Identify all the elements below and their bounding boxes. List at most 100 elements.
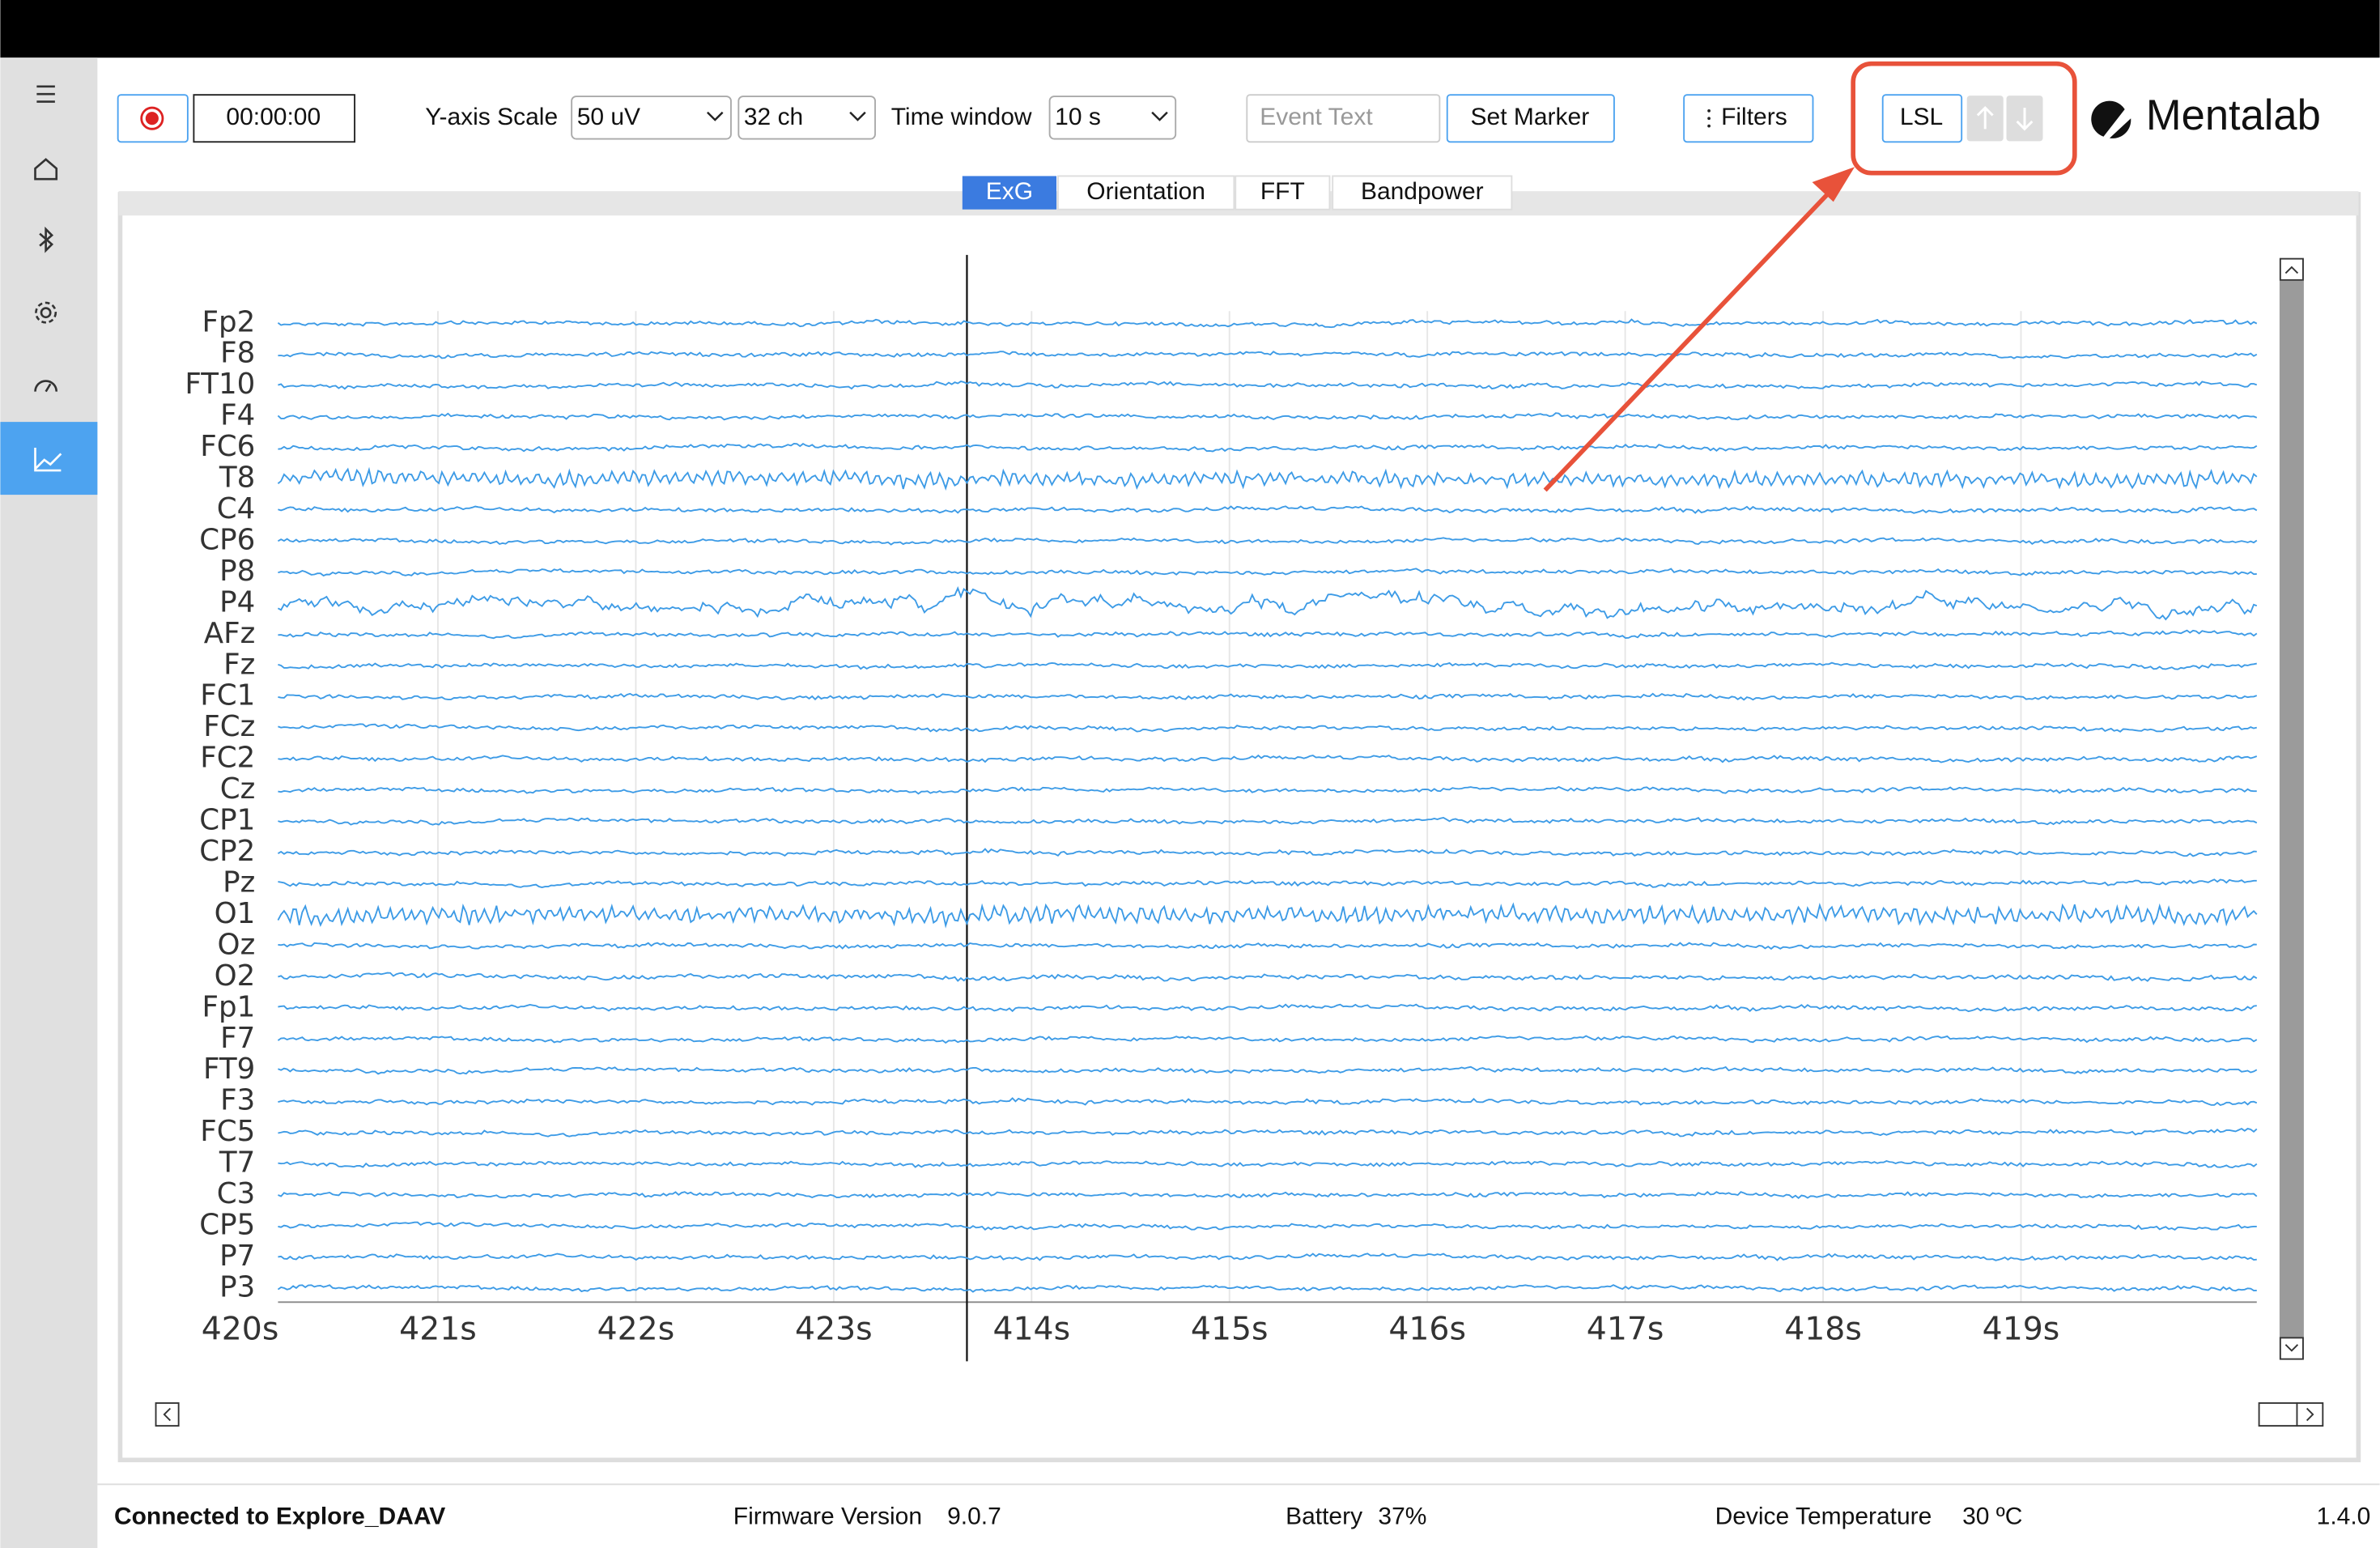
scroll-down[interactable] [2279, 1337, 2304, 1360]
eeg-trace [277, 902, 2258, 929]
channel-label: FT10 [185, 368, 255, 401]
eeg-trace [278, 1221, 2257, 1231]
firmware-label: Firmware Version [733, 1503, 922, 1529]
channel-label: F4 [220, 399, 255, 432]
channel-label: F7 [220, 1022, 255, 1055]
eeg-trace [278, 785, 2257, 795]
filters-button[interactable] [1683, 94, 1814, 143]
channel-label: FC5 [200, 1115, 255, 1148]
channel-label: P4 [219, 585, 255, 619]
eeg-trace [278, 1127, 2258, 1138]
eeg-trace [278, 1097, 2258, 1107]
set-marker-label: Set Marker [1471, 104, 1590, 130]
sidebar-active[interactable] [0, 422, 98, 495]
eeg-trace [278, 692, 2258, 701]
channel-label: O2 [215, 959, 256, 993]
menu-icon[interactable] [36, 85, 55, 103]
tab-label: Orientation [1086, 178, 1205, 205]
eeg-trace [278, 1003, 2257, 1013]
channel-label: FT9 [203, 1053, 255, 1086]
eeg-trace [278, 754, 2258, 763]
tab-label: ExG [986, 178, 1033, 205]
tab[interactable] [1332, 175, 1513, 211]
time-window-select[interactable] [1048, 96, 1177, 140]
channels-select[interactable] [737, 96, 876, 140]
record-ring [140, 106, 164, 130]
eeg-trace [277, 412, 2258, 421]
time-label: 421s [399, 1310, 477, 1347]
eeg-trace [277, 537, 2258, 546]
eeg-trace [278, 568, 2257, 577]
channel-label: FC2 [200, 742, 255, 775]
scroll-left[interactable] [155, 1402, 180, 1427]
channel-label: O1 [215, 897, 256, 930]
y-scale-value: 50 uV [577, 104, 640, 130]
exg-plot: 420s 421s 422s 423s 414s 415s 416s 417s 418s 419s… [185, 254, 2258, 1362]
channel-label: CP6 [199, 523, 255, 556]
channel-label: P8 [219, 555, 255, 588]
eeg-trace [278, 629, 2258, 640]
home-icon[interactable] [34, 158, 58, 181]
set-marker-button[interactable] [1446, 94, 1615, 143]
lsl-button[interactable] [1881, 94, 1963, 143]
plot-panel [117, 192, 2361, 1463]
tab[interactable] [962, 176, 1057, 210]
tab-label: Bandpower [1361, 178, 1484, 205]
eeg-trace [278, 1065, 2258, 1075]
time-label: 414s [992, 1310, 1070, 1347]
eeg-trace [277, 466, 2258, 491]
channel-label: FC1 [200, 679, 255, 712]
chart-icon [34, 447, 62, 472]
temperature-label: Device Temperature [1715, 1503, 1932, 1529]
settings-icon[interactable] [40, 307, 52, 319]
top-bar [0, 0, 2380, 58]
time-label: 418s [1784, 1310, 1862, 1347]
temperature-value: 30 ºC [1962, 1503, 2022, 1529]
bluetooth-icon[interactable] [39, 226, 54, 253]
channel-label: Pz [223, 866, 255, 899]
firmware-version: 9.0.7 [947, 1503, 1001, 1529]
connection-status: Connected to Explore_DAAV [114, 1503, 445, 1529]
eeg-trace [278, 816, 2258, 826]
annotation-arrow-head [1812, 167, 1855, 202]
tab[interactable] [1235, 175, 1331, 211]
channel-label: C4 [217, 492, 256, 525]
channel-label: CP2 [199, 835, 255, 868]
eeg-trace [278, 1191, 2258, 1199]
eeg-trace [278, 878, 2257, 888]
eeg-trace [277, 1035, 2258, 1044]
channel-label: P3 [219, 1270, 255, 1303]
eeg-trace [278, 972, 2258, 982]
channel-label: Fp1 [202, 990, 256, 1023]
eeg-trace [277, 586, 2258, 621]
push-pull-arrows [1976, 105, 2034, 131]
scroll-up-arrow [2284, 266, 2299, 274]
tab[interactable] [1056, 175, 1235, 211]
channels-value: 32 ch [744, 104, 803, 130]
eeg-trace [278, 442, 2258, 453]
channel-label: Fp2 [202, 305, 256, 338]
time-label: 422s [597, 1310, 675, 1347]
time-label: 419s [1983, 1310, 2060, 1347]
gauge-icon[interactable] [34, 380, 58, 393]
y-scale-select[interactable] [571, 96, 732, 140]
scroll-up[interactable] [2279, 257, 2304, 281]
scroll-left-arrow [163, 1407, 171, 1422]
settings-icon-ring [35, 301, 57, 324]
event-placeholder: Event Text [1260, 104, 1373, 130]
time-label: 417s [1587, 1310, 1664, 1347]
eeg-trace [278, 505, 2258, 514]
eeg-trace [278, 381, 2258, 390]
filters-icon [1707, 108, 1711, 128]
eeg-trace [278, 351, 2258, 359]
event-input[interactable] [1246, 94, 1441, 143]
v-scroll-thumb[interactable] [2279, 280, 2304, 1339]
channel-label: T7 [219, 1146, 255, 1180]
time-window-value: 10 s [1055, 104, 1101, 130]
eeg-trace [278, 942, 2257, 950]
time-label: 423s [795, 1310, 873, 1347]
eeg-trace [277, 1284, 2257, 1293]
record-dot [145, 112, 159, 125]
